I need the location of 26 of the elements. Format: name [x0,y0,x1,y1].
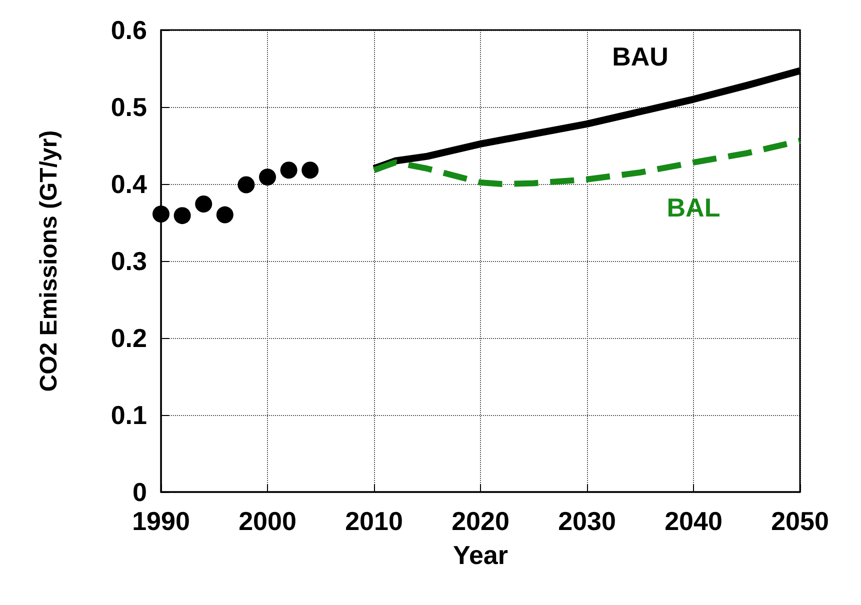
x-tick-label: 1990 [132,506,190,536]
point [280,162,298,179]
x-tick-label: 2020 [452,506,510,536]
y-tick-label: 0.1 [110,400,147,430]
series-label: BAL [666,192,720,222]
point [216,206,234,224]
x-axis-title: Year [453,540,508,570]
series-label: BAU [612,42,668,72]
y-axis-title: CO2 Emissions (GT/yr) [36,130,62,392]
point [238,176,255,194]
y-tick-label: 0.4 [110,169,148,199]
point [195,196,212,213]
x-tick-label: 2010 [345,506,403,536]
x-tick-label: 2030 [558,506,616,536]
x-tick-label: 2050 [771,506,829,536]
point [302,162,319,179]
y-tick-label: 0 [132,477,147,507]
x-tick-label: 2040 [664,506,722,536]
y-tick-label: 0.2 [110,323,147,353]
point [174,207,191,224]
y-tick-label: 0.3 [110,246,147,276]
x-tick-label: 2000 [238,506,296,536]
point [259,168,276,186]
y-tick-label: 0.5 [110,92,147,122]
point [152,206,170,223]
y-tick-label: 0.6 [110,15,147,45]
